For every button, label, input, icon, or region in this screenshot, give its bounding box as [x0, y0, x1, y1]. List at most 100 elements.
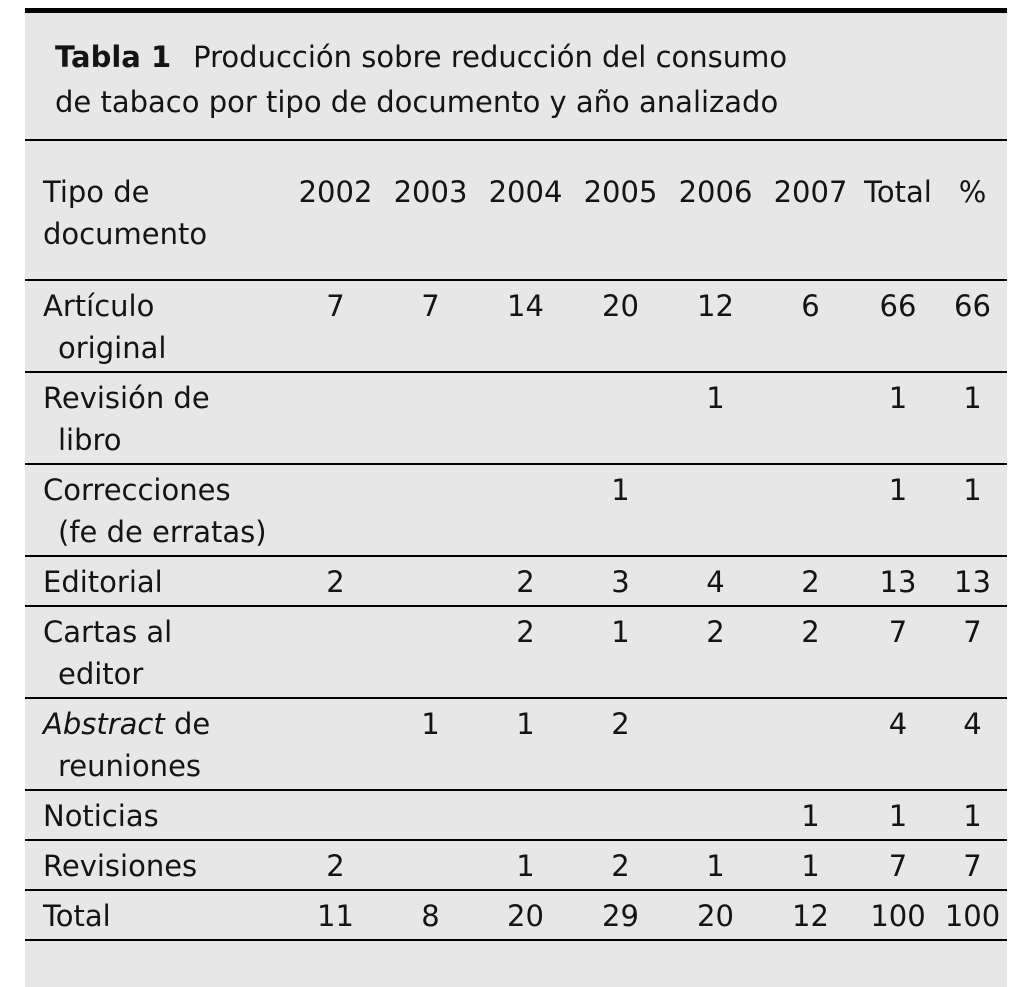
row-label-line1: Noticias: [43, 799, 159, 833]
cell-2005: [573, 372, 668, 465]
cell-2004: 1: [478, 840, 573, 891]
cell-2002: 7: [288, 280, 383, 373]
column-header-tipo-de-documento: Tipo de documento: [25, 141, 288, 281]
cell-2006: [668, 698, 763, 791]
cell-2006: 1: [668, 840, 763, 891]
cell-2005: 20: [573, 280, 668, 373]
table-row: Abstract de reuniones 1 1 2 4 4: [25, 698, 1007, 791]
cell-2003: [383, 556, 478, 607]
cell-total: 13: [858, 556, 938, 607]
row-label-line1: Revisión de: [43, 381, 210, 415]
row-label-text: Noticias: [43, 799, 159, 833]
cell-2005: 2: [573, 840, 668, 891]
row-label-text: Cartas al: [43, 615, 173, 649]
table-panel: Tabla 1 Producción sobre reducción del co…: [25, 8, 1007, 987]
row-label-line2: editor: [58, 657, 144, 691]
table-row: Noticias 1 1 1: [25, 790, 1007, 841]
cell-2005: 3: [573, 556, 668, 607]
cell-percent: 7: [938, 606, 1007, 699]
cell-total: 100: [858, 890, 938, 941]
cell-total: 4: [858, 698, 938, 791]
cell-2006: 2: [668, 606, 763, 699]
cell-2006: 20: [668, 890, 763, 941]
row-label-line1: Total: [43, 899, 111, 933]
table-row: Revisiones 2 1 2 1 1 7 7: [25, 840, 1007, 891]
column-header-total: Total: [858, 141, 938, 281]
row-label-italic: Abstract: [43, 707, 165, 741]
cell-2007: 6: [763, 280, 858, 373]
cell-2002: 2: [288, 556, 383, 607]
cell-2004: 1: [478, 698, 573, 791]
cell-percent: 1: [938, 790, 1007, 841]
cell-percent: 66: [938, 280, 1007, 373]
cell-percent: 13: [938, 556, 1007, 607]
cell-2002: [288, 372, 383, 465]
cell-2002: [288, 464, 383, 557]
cell-total: 7: [858, 840, 938, 891]
cell-percent: 100: [938, 890, 1007, 941]
cell-2005: 29: [573, 890, 668, 941]
cell-total: 1: [858, 372, 938, 465]
table-row: Correcciones (fe de erratas) 1 1 1: [25, 464, 1007, 557]
row-label-line1: Cartas al: [43, 615, 172, 649]
cell-percent: 4: [938, 698, 1007, 791]
table-row: Revisión de libro 1 1 1: [25, 372, 1007, 465]
cell-2006: 4: [668, 556, 763, 607]
cell-2007: 1: [763, 840, 858, 891]
header-row: Tipo de documento 2002 2003 2004 2005 20…: [25, 141, 1007, 281]
row-label-line1: Revisiones: [43, 849, 197, 883]
cell-total: 7: [858, 606, 938, 699]
table-caption-text: Tabla 1 Producción sobre reducción del co…: [55, 35, 977, 125]
row-label-line2: reuniones: [58, 749, 202, 783]
cell-2003: [383, 840, 478, 891]
table-row: Editorial 2 2 3 4 2 13 13: [25, 556, 1007, 607]
row-label: Editorial: [25, 556, 288, 607]
column-header-2005: 2005: [573, 141, 668, 281]
table-row: Artículo original 7 7 14 20 12 6 66 66: [25, 280, 1007, 373]
cell-2007: [763, 464, 858, 557]
table-row-total: Total 11 8 20 29 20 12 100 100: [25, 890, 1007, 941]
cell-2005: 1: [573, 464, 668, 557]
row-label-text: Revisiones: [43, 849, 198, 883]
row-label-text: Artículo: [43, 289, 155, 323]
cell-2002: [288, 790, 383, 841]
cell-2002: 11: [288, 890, 383, 941]
cell-total: 1: [858, 464, 938, 557]
row-label-text: Correcciones: [43, 473, 231, 507]
cell-2003: 8: [383, 890, 478, 941]
row-label-line2: libro: [58, 423, 122, 457]
row-label: Abstract de reuniones: [25, 698, 288, 791]
cell-2003: [383, 606, 478, 699]
column-header-2006: 2006: [668, 141, 763, 281]
column-header-2004: 2004: [478, 141, 573, 281]
column-header-2002: 2002: [288, 141, 383, 281]
table-title-line1: Producción sobre reducción del consumo: [193, 40, 788, 74]
cell-2004: 14: [478, 280, 573, 373]
column-header-percent: %: [938, 141, 1007, 281]
row-label-line2: (fe de erratas): [58, 515, 267, 549]
cell-2006: 1: [668, 372, 763, 465]
cell-total: 1: [858, 790, 938, 841]
cell-2005: 1: [573, 606, 668, 699]
cell-total: 66: [858, 280, 938, 373]
cell-2004: 20: [478, 890, 573, 941]
cell-2004: [478, 372, 573, 465]
cell-2003: [383, 790, 478, 841]
column-header-2003: 2003: [383, 141, 478, 281]
cell-2003: 1: [383, 698, 478, 791]
row-label-text: Editorial: [43, 565, 163, 599]
row-label: Revisiones: [25, 840, 288, 891]
table-number: Tabla 1: [55, 40, 172, 74]
cell-percent: 1: [938, 372, 1007, 465]
cell-2006: 12: [668, 280, 763, 373]
cell-2003: 7: [383, 280, 478, 373]
cell-2004: [478, 464, 573, 557]
cell-2007: 1: [763, 790, 858, 841]
cell-2007: 2: [763, 556, 858, 607]
cell-2007: [763, 698, 858, 791]
cell-2006: [668, 790, 763, 841]
cell-2007: [763, 372, 858, 465]
row-label-text: Revisión de: [43, 381, 210, 415]
cell-2007: 12: [763, 890, 858, 941]
row-label: Correcciones (fe de erratas): [25, 464, 288, 557]
